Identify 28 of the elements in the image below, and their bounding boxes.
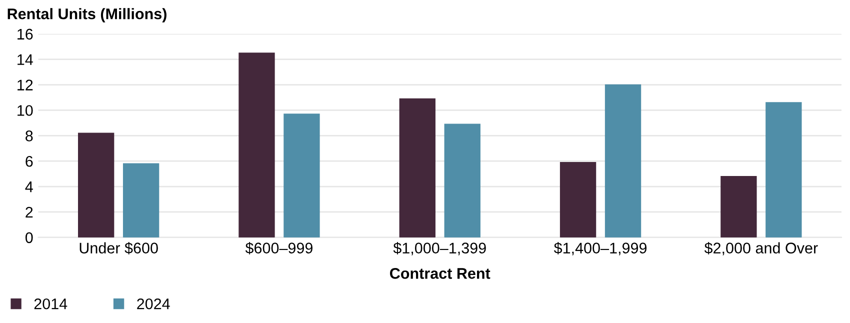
y-tick-label: 2 — [26, 206, 33, 218]
bar — [560, 162, 596, 238]
y-tick-label: 8 — [26, 130, 33, 142]
y-tick-label: 10 — [18, 105, 33, 116]
bar — [284, 114, 320, 238]
bar — [604, 84, 642, 238]
x-tick-label: $1,400–1,999 — [554, 242, 647, 256]
bar — [238, 52, 275, 238]
x-tick-label: Under $600 — [80, 242, 158, 254]
y-tick-label: 16 — [18, 28, 33, 40]
legend-label: 2024 — [137, 298, 170, 310]
x-tick-label: $2,000 and Over — [704, 242, 818, 256]
bar — [122, 163, 160, 238]
legend-label: 2014 — [34, 298, 68, 310]
bar — [766, 102, 802, 238]
bar — [444, 124, 480, 238]
x-tick-label: $1,000–1,399 — [393, 242, 486, 256]
y-tick-label: 4 — [25, 182, 33, 192]
y-tick-label: 14 — [18, 54, 33, 65]
x-axis-title: Contract Rent — [390, 268, 490, 279]
y-tick-label: 6 — [26, 156, 33, 167]
y-tick-label: 0 — [25, 232, 33, 244]
bar — [720, 176, 757, 238]
y-tick-label: 12 — [18, 80, 33, 90]
x-tick-label: $600–999 — [245, 242, 312, 254]
bar — [399, 98, 436, 238]
bar — [78, 132, 114, 238]
y-axis-title: Rental Units (Millions) — [8, 8, 166, 22]
